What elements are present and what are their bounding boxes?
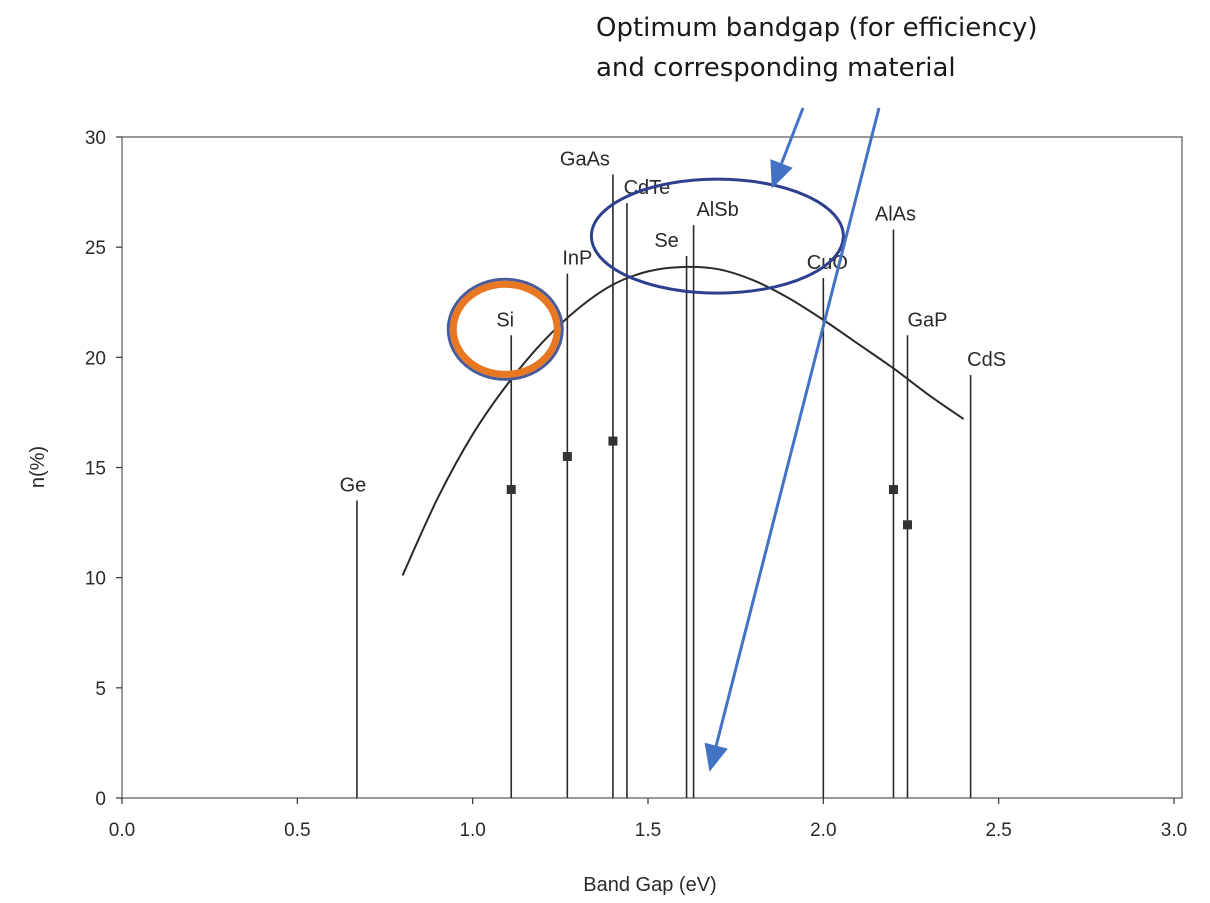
- material-label-se: Se: [654, 230, 678, 252]
- material-label-gaas: GaAs: [560, 148, 610, 170]
- y-tick-label: 15: [85, 459, 106, 480]
- x-tick-label: 0.5: [284, 820, 310, 841]
- measured-marker-gaas: [608, 436, 618, 446]
- y-tick-label: 20: [85, 348, 106, 369]
- arrow-to-optimum-bandgap: [704, 107, 881, 772]
- x-tick-label: 3.0: [1161, 820, 1187, 841]
- measured-marker-si: [506, 485, 516, 495]
- silicon-circle-outline: [446, 277, 564, 381]
- y-tick-label: 30: [85, 128, 106, 149]
- material-label-alas: AlAs: [875, 204, 916, 226]
- y-axis-label: n(%): [27, 446, 49, 488]
- measured-marker-alas: [888, 485, 898, 495]
- material-label-si: Si: [496, 309, 514, 331]
- y-tick-label: 0: [95, 789, 106, 810]
- efficiency-curve: [401, 265, 965, 576]
- x-tick-label: 2.0: [810, 820, 836, 841]
- material-label-gap: GaP: [907, 309, 947, 331]
- optimum-bandgap-ellipse: [589, 177, 845, 295]
- measured-marker-inp: [562, 451, 572, 461]
- plot-frame: [121, 136, 1183, 799]
- x-tick-label: 2.5: [985, 820, 1011, 841]
- material-label-ge: Ge: [340, 475, 367, 497]
- material-label-cds: CdS: [967, 349, 1006, 371]
- optimum-annotation: Optimum bandgap (for efficiency) and cor…: [596, 8, 1196, 88]
- x-tick-label: 0.0: [109, 820, 135, 841]
- y-tick-label: 10: [85, 569, 106, 590]
- x-tick-label: 1.5: [635, 820, 661, 841]
- material-label-alsb: AlSb: [696, 199, 738, 221]
- x-tick-label: 1.0: [459, 820, 485, 841]
- annotation-line-2: and corresponding material: [596, 53, 956, 83]
- y-tick-label: 25: [85, 238, 106, 259]
- arrow-to-optimum-ellipse: [770, 107, 805, 189]
- x-axis-label: Band Gap (eV): [583, 874, 716, 896]
- measured-marker-gap: [902, 520, 912, 530]
- y-tick-label: 5: [95, 679, 106, 700]
- silicon-highlight-circle: [449, 280, 561, 378]
- material-label-inp: InP: [562, 248, 592, 270]
- annotation-line-1: Optimum bandgap (for efficiency): [596, 13, 1038, 43]
